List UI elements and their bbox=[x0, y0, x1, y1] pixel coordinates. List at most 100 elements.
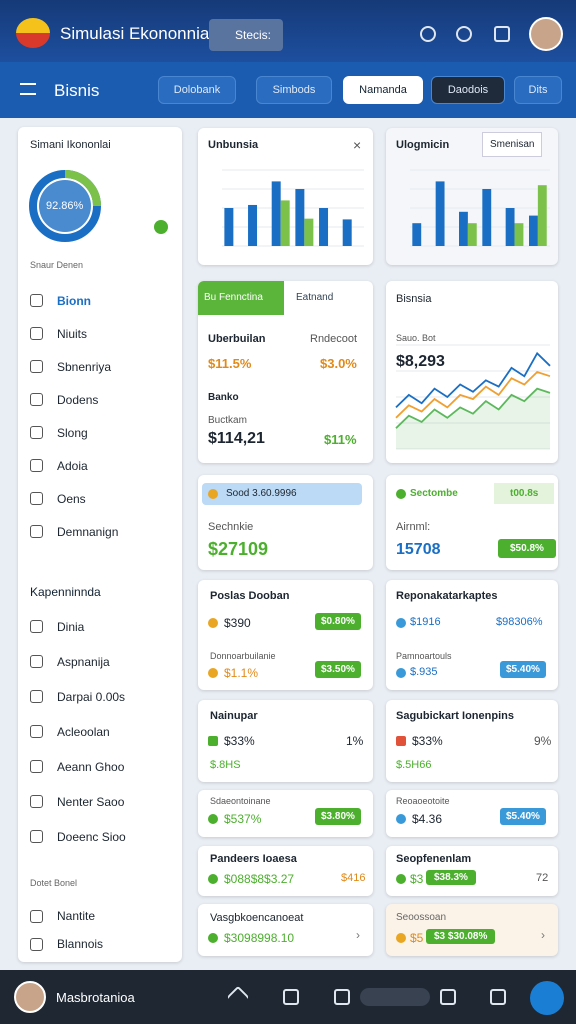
menu-item[interactable]: Nantite bbox=[18, 902, 182, 930]
menu-label: Acleoolan bbox=[57, 724, 110, 739]
card-button[interactable]: Smenisan bbox=[482, 132, 543, 157]
icon-user[interactable] bbox=[490, 989, 506, 1005]
menu-label: Nantite bbox=[57, 909, 96, 923]
menu-item[interactable]: Doeenc Sioo bbox=[18, 819, 182, 854]
tab[interactable]: Eatnand bbox=[296, 292, 334, 303]
icon-doc[interactable] bbox=[440, 989, 456, 1005]
label: Rndecoot bbox=[310, 333, 358, 345]
menu-item[interactable]: Acleoolan bbox=[18, 714, 182, 749]
donut-arc bbox=[64, 170, 101, 207]
nav-tab[interactable]: Daodois bbox=[431, 76, 505, 104]
nav-tab[interactable]: Namanda bbox=[343, 76, 423, 104]
menu-icon bbox=[30, 459, 43, 472]
icon-key[interactable] bbox=[420, 26, 436, 42]
menu-item[interactable]: Demnanign bbox=[18, 515, 182, 548]
menu-item[interactable]: Sbnenriya bbox=[18, 350, 182, 383]
value: $3.0% bbox=[320, 356, 357, 371]
menu-item[interactable]: Dodens bbox=[18, 383, 182, 416]
dot bbox=[208, 874, 218, 884]
bar bbox=[514, 223, 524, 246]
label: Airnml: bbox=[396, 521, 431, 533]
bar-chart bbox=[222, 169, 364, 247]
menu-item[interactable]: Slong bbox=[18, 416, 182, 449]
menu-icon bbox=[30, 725, 43, 738]
bar bbox=[482, 189, 492, 246]
menu-label: Blannois bbox=[57, 937, 104, 951]
menu-item[interactable]: Darpai 0.00s bbox=[18, 679, 182, 714]
card-title: Nainupar bbox=[210, 710, 258, 722]
menu-item[interactable]: Bionn bbox=[18, 284, 182, 317]
chart-card: Unbunsia × bbox=[198, 128, 373, 265]
menu-icon[interactable] bbox=[20, 83, 36, 95]
value: $4.36 bbox=[412, 812, 443, 826]
menu-item[interactable]: Nenter Saoo bbox=[18, 784, 182, 819]
menu-icon bbox=[30, 655, 43, 668]
card-title: Reponakatarkaptes bbox=[396, 590, 498, 602]
badge: $3.80% bbox=[315, 808, 361, 825]
icon-up[interactable] bbox=[226, 985, 250, 1009]
nav-tab[interactable]: Dolobank bbox=[158, 76, 236, 104]
menu-icon bbox=[30, 937, 43, 951]
app-title: Simulasi Ekononnia bbox=[60, 24, 210, 43]
chevron[interactable]: › bbox=[541, 928, 545, 942]
menu-icon bbox=[30, 909, 43, 923]
value: $114,21 bbox=[208, 430, 265, 447]
menu-icon bbox=[30, 760, 43, 773]
value: $1.1% bbox=[224, 666, 259, 680]
close-icon[interactable]: × bbox=[353, 137, 362, 153]
search-box[interactable]: Stecis: bbox=[209, 19, 283, 51]
menu-item[interactable]: Dinia bbox=[18, 609, 182, 644]
bar bbox=[295, 189, 305, 246]
icon-bag[interactable] bbox=[334, 989, 350, 1005]
nav-tab[interactable]: Dits bbox=[514, 76, 562, 104]
card-title: Sectombe bbox=[410, 488, 458, 499]
line bbox=[395, 371, 551, 419]
dot bbox=[208, 489, 218, 499]
menu-item[interactable]: Adoia bbox=[18, 449, 182, 482]
dot bbox=[396, 814, 406, 824]
stat-card: Seopfenenlam $3 $38.3% 72 bbox=[386, 846, 558, 896]
chevron[interactable]: › bbox=[356, 928, 360, 942]
nav-bar: Bisnis Dolobank Simbods Namanda Daodois Dits bbox=[0, 62, 576, 118]
icon-share[interactable] bbox=[283, 989, 299, 1005]
menu-item[interactable]: Blannois bbox=[18, 930, 182, 958]
badge: $0.80% bbox=[315, 613, 361, 630]
bar bbox=[304, 218, 314, 246]
dot bbox=[396, 668, 406, 678]
menu-item[interactable]: Oens bbox=[18, 482, 182, 515]
menu-label: Slong bbox=[57, 425, 88, 440]
label: Sechnkie bbox=[208, 521, 254, 533]
card-title: Ulogmicin bbox=[396, 139, 450, 151]
dot bbox=[208, 933, 218, 943]
dot bbox=[208, 618, 218, 628]
value: $416 bbox=[341, 872, 366, 884]
avatar[interactable] bbox=[529, 17, 563, 51]
icon-help[interactable] bbox=[456, 26, 472, 42]
stat-card: Vasgbkoencanoeat $3098998.10 › bbox=[198, 904, 373, 956]
status-dot bbox=[154, 220, 168, 234]
menu-item[interactable]: Aspnanija bbox=[18, 644, 182, 679]
value: $27109 bbox=[208, 539, 269, 559]
line bbox=[395, 387, 551, 429]
dot bbox=[396, 874, 406, 884]
bar bbox=[224, 208, 234, 246]
card-title: Bisnsia bbox=[396, 293, 432, 305]
fab[interactable] bbox=[530, 981, 564, 1015]
menu-item[interactable]: Aeann Ghoo bbox=[18, 749, 182, 784]
toggle[interactable] bbox=[360, 988, 430, 1006]
tab-active[interactable]: Bu Fennctina bbox=[198, 281, 284, 315]
bar bbox=[529, 215, 538, 246]
menu-icon bbox=[30, 360, 43, 373]
icon-notify[interactable] bbox=[494, 26, 510, 42]
menu-item[interactable]: Niuits bbox=[18, 317, 182, 350]
bar bbox=[412, 223, 422, 246]
nav-tab[interactable]: Simbods bbox=[256, 76, 332, 104]
bar bbox=[537, 185, 547, 246]
value: 72 bbox=[536, 872, 549, 884]
bar bbox=[280, 200, 290, 246]
menu-icon bbox=[30, 830, 43, 843]
value: $11% bbox=[324, 432, 357, 447]
donut bbox=[29, 170, 101, 242]
value: 15708 bbox=[396, 541, 441, 558]
avatar[interactable] bbox=[14, 981, 46, 1013]
